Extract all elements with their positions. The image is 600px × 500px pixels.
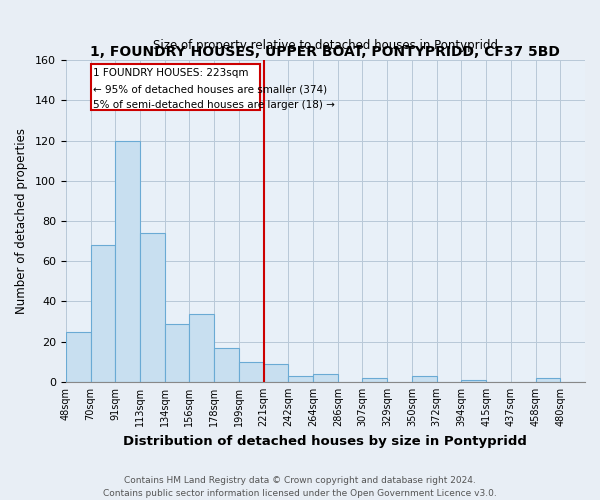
Bar [263, 364, 289, 382]
Text: 1 FOUNDRY HOUSES: 223sqm: 1 FOUNDRY HOUSES: 223sqm [94, 68, 249, 78]
Bar [190, 314, 214, 382]
Bar [289, 376, 313, 382]
Text: Size of property relative to detached houses in Pontypridd: Size of property relative to detached ho… [153, 39, 498, 52]
Bar [91, 245, 115, 382]
Text: Contains HM Land Registry data © Crown copyright and database right 2024.
Contai: Contains HM Land Registry data © Crown c… [103, 476, 497, 498]
Bar [164, 324, 190, 382]
Bar [313, 374, 338, 382]
Bar [239, 362, 263, 382]
FancyBboxPatch shape [91, 64, 260, 110]
Bar [214, 348, 239, 382]
Bar [412, 376, 437, 382]
Title: 1, FOUNDRY HOUSES, UPPER BOAT, PONTYPRIDD, CF37 5BD: 1, FOUNDRY HOUSES, UPPER BOAT, PONTYPRID… [91, 45, 560, 59]
Bar [536, 378, 560, 382]
Text: 5% of semi-detached houses are larger (18) →: 5% of semi-detached houses are larger (1… [94, 100, 335, 110]
Bar [461, 380, 486, 382]
Bar [362, 378, 387, 382]
Bar [115, 140, 140, 382]
Bar [140, 233, 164, 382]
Bar [66, 332, 91, 382]
Y-axis label: Number of detached properties: Number of detached properties [15, 128, 28, 314]
Text: ← 95% of detached houses are smaller (374): ← 95% of detached houses are smaller (37… [94, 84, 328, 94]
X-axis label: Distribution of detached houses by size in Pontypridd: Distribution of detached houses by size … [124, 434, 527, 448]
